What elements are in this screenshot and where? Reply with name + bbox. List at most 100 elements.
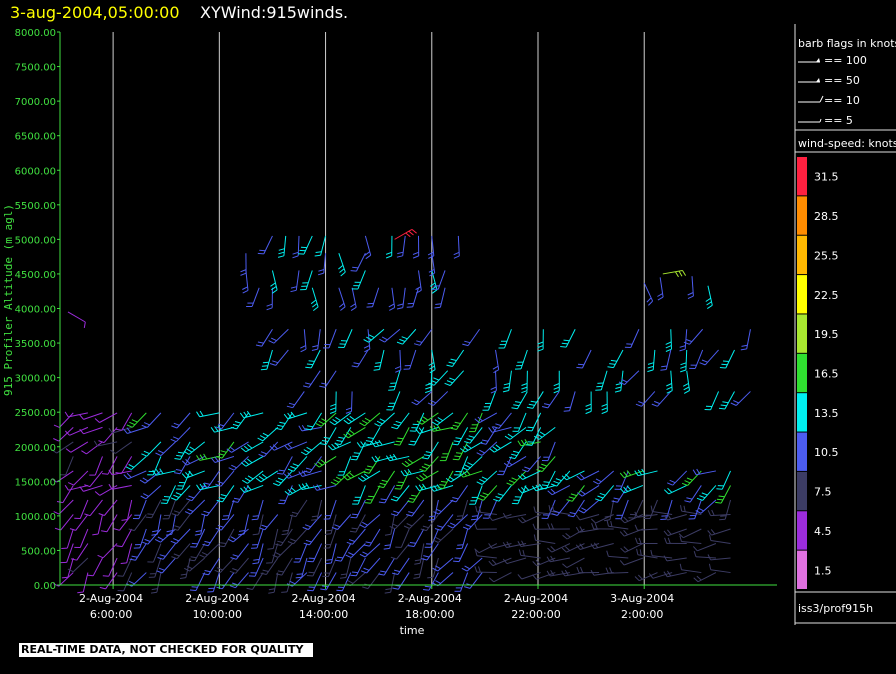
barb-shaft: [235, 557, 249, 574]
barb-feather: [436, 424, 441, 431]
barb-feather: [229, 570, 236, 574]
barb-feather: [374, 440, 380, 447]
barb-shaft: [350, 572, 366, 587]
wind-barb: [428, 370, 449, 386]
wind-barb: [268, 328, 289, 344]
barb-feather: [202, 573, 209, 576]
wind-barb: [319, 370, 337, 388]
barb-shaft: [449, 370, 465, 386]
barb-feather: [419, 474, 425, 480]
barb-feather: [368, 495, 375, 498]
barb-shaft: [426, 543, 439, 561]
barb-feather: [334, 443, 341, 446]
barb-feather: [234, 421, 242, 424]
barb-feather: [415, 428, 420, 434]
barb-shaft: [258, 514, 264, 535]
barb-shaft: [317, 329, 321, 350]
barb-shaft: [437, 270, 446, 290]
barb-feather: [525, 429, 533, 432]
barb-shaft: [456, 412, 469, 430]
barb-feather: [261, 473, 268, 479]
barb-feather: [434, 419, 441, 424]
barb-shaft: [265, 557, 279, 575]
barb-feather: [271, 289, 278, 294]
barb-feather: [246, 485, 252, 491]
barb-feather: [432, 567, 439, 572]
wind-barb: [474, 412, 498, 424]
barb-feather: [593, 480, 599, 485]
wind-barb: [704, 391, 720, 411]
wind-barb: [102, 557, 118, 577]
wind-barb: [692, 543, 717, 552]
wind-barb: [689, 349, 704, 369]
barb-feather: [452, 424, 459, 427]
wind-barb: [275, 412, 293, 431]
wind-barb: [215, 470, 235, 487]
barb-feather: [466, 438, 473, 441]
wind-barb: [359, 543, 381, 558]
barb-feather: [601, 403, 608, 407]
barb-feather: [524, 485, 530, 491]
barb-shaft: [556, 470, 571, 487]
barb-shaft: [437, 557, 454, 572]
barb-feather: [229, 585, 236, 589]
barb-feather: [687, 292, 694, 296]
barb-feather: [230, 557, 237, 560]
barb-sample-label: == 5: [824, 114, 853, 127]
barb-feather: [432, 539, 439, 543]
barb-feather: [532, 561, 538, 567]
barb-feather: [53, 583, 59, 587]
wind-barb: [618, 370, 640, 386]
wind-barb: [683, 328, 704, 345]
barb-feather: [521, 383, 528, 386]
barb-feather: [453, 560, 460, 563]
barb-feather: [601, 407, 608, 411]
barb-shaft: [452, 514, 468, 529]
barb-feather: [218, 545, 225, 548]
barb-shaft: [609, 499, 615, 520]
barb-feather: [339, 577, 347, 579]
barb-shaft: [59, 412, 74, 428]
barb-feather: [215, 426, 222, 430]
barb-feather: [101, 530, 108, 533]
barb-shaft: [695, 556, 716, 559]
wind-barb: [184, 499, 206, 515]
title-dataset: XYWind:915winds.: [200, 3, 348, 22]
barb-feather: [678, 533, 684, 539]
barb-feather: [296, 573, 303, 575]
barb-feather: [577, 363, 584, 366]
barb-feather: [210, 457, 216, 463]
barb-feather: [364, 417, 371, 422]
barb-feather: [335, 559, 342, 562]
wind-barb: [240, 455, 264, 467]
barb-feather: [593, 542, 599, 548]
barb-feather: [281, 591, 288, 593]
wind-barb: [293, 543, 308, 563]
wind-barb: [154, 528, 176, 543]
barb-shaft: [58, 572, 74, 587]
barb-feather: [277, 540, 284, 544]
wind-barb: [541, 441, 556, 462]
barb-shaft: [396, 485, 410, 502]
barb-feather: [609, 567, 613, 574]
barb-feather: [437, 487, 444, 489]
barb-shaft: [161, 557, 176, 574]
barb-feather: [489, 448, 495, 453]
barb-feather: [682, 270, 687, 276]
barb-feather: [143, 450, 150, 455]
wind-barb: [364, 235, 372, 260]
barb-feather: [636, 548, 639, 555]
barb-feather: [238, 533, 245, 536]
wind-barb: [89, 456, 103, 476]
barb-shaft: [711, 528, 731, 536]
wind-barb: [170, 485, 191, 501]
wind-barb: [156, 557, 176, 574]
barb-feather: [115, 428, 122, 431]
barb-shaft: [340, 543, 352, 562]
barb-shaft: [438, 499, 454, 515]
barb-feather: [203, 453, 208, 460]
barb-feather: [634, 524, 638, 531]
barb-feather: [663, 530, 669, 536]
barb-feather: [455, 437, 462, 440]
wind-barb: [252, 543, 264, 565]
